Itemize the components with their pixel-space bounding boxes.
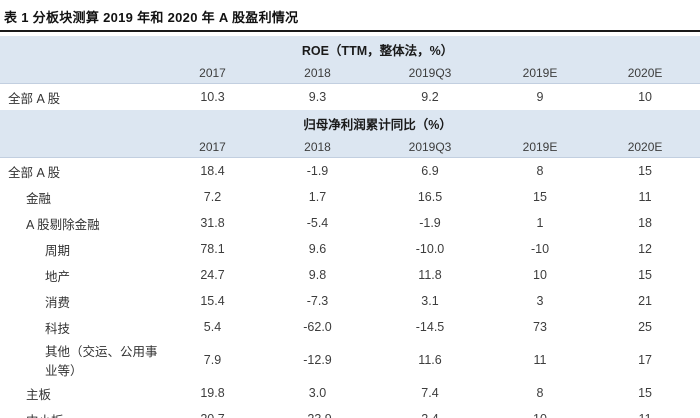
cell-value: 19.8 <box>200 386 225 400</box>
cell-value: 6.9 <box>421 164 439 178</box>
table-row: 全部 A 股 10.3 9.3 9.2 9 10 <box>0 84 700 111</box>
table-row: 全部 A 股 18.4 -1.9 6.9 8 15 <box>0 158 700 185</box>
cell-value: 9.3 <box>308 90 327 104</box>
cell-value: 10.3 <box>200 90 225 104</box>
row-label: 其他（交运、公用事业等） <box>45 345 158 378</box>
row-label: 全部 A 股 <box>8 165 61 180</box>
row-label: 周期 <box>45 243 71 258</box>
cell-value: 3.1 <box>421 294 439 308</box>
column-header: 2020E <box>590 63 700 84</box>
row-label: 主板 <box>26 387 52 402</box>
column-header: 2020E <box>590 137 700 158</box>
cell-value: 9.8 <box>308 268 327 282</box>
table-row: 中小板20.7-23.92.41011 <box>0 406 700 418</box>
cell-value: 7.4 <box>421 386 439 400</box>
cell-value: 11.8 <box>418 268 442 282</box>
cell-value: 31.8 <box>200 216 225 230</box>
column-header-row: 2017 2018 2019Q3 2019E 2020E <box>0 137 700 158</box>
section-header-label: ROE（TTM，整体法，%） <box>0 36 700 63</box>
cell-value: 73 <box>533 320 547 334</box>
table-row: 其他（交运、公用事业等） 7.9 -12.9 11.6 11 17 <box>0 340 700 380</box>
cell-value: 7.9 <box>203 353 222 367</box>
cell-value: 20.7 <box>160 406 265 418</box>
cell-value: 15 <box>533 190 547 204</box>
cell-value: 11 <box>590 406 700 418</box>
cell-value: 7.2 <box>203 190 222 204</box>
table-row: 地产 24.7 9.8 11.8 10 15 <box>0 262 700 288</box>
cell-value: 11 <box>638 190 652 204</box>
cell-value: 1 <box>536 216 544 230</box>
cell-value: 25 <box>638 320 652 334</box>
cell-value: 8 <box>536 386 544 400</box>
table-row: 周期 78.1 9.6 -10.0 -10 12 <box>0 236 700 262</box>
row-label: 科技 <box>45 321 71 336</box>
cell-value: 10 <box>490 406 590 418</box>
cell-value: 78.1 <box>200 242 225 256</box>
cell-value: 9 <box>536 90 544 104</box>
table-row: 金融 7.2 1.7 16.5 15 11 <box>0 184 700 210</box>
corner-cell <box>0 63 160 84</box>
cell-value: 9.6 <box>308 242 327 256</box>
cell-value: 24.7 <box>200 268 225 282</box>
cell-value: -12.9 <box>303 353 332 367</box>
cell-value: 11 <box>533 353 547 367</box>
section-header-label: 归母净利润累计同比（%） <box>0 110 700 137</box>
cell-value: 17 <box>638 353 652 367</box>
table-title: 表 1 分板块测算 2019 年和 2020 年 A 股盈利情况 <box>0 0 700 32</box>
row-label: 地产 <box>45 269 71 284</box>
cell-value: 3 <box>536 294 544 308</box>
cell-value: -1.9 <box>419 216 441 230</box>
cell-value: 18.4 <box>200 164 225 178</box>
cell-value: 11.6 <box>418 353 442 367</box>
section-header-row: 归母净利润累计同比（%） <box>0 110 700 137</box>
cell-value: -23.9 <box>265 406 370 418</box>
cell-value: 15 <box>638 386 652 400</box>
cell-value: -10.0 <box>415 242 445 256</box>
table-row: 主板 19.8 3.0 7.4 8 15 <box>0 380 700 406</box>
table-row: 消费 15.4 -7.3 3.1 3 21 <box>0 288 700 314</box>
column-header: 2018 <box>265 137 370 158</box>
cell-value: -5.4 <box>306 216 329 230</box>
cell-value: 8 <box>536 164 544 178</box>
cell-value: -7.3 <box>306 294 329 308</box>
column-header: 2018 <box>265 63 370 84</box>
cell-value: 10 <box>638 90 652 104</box>
cell-value: -14.5 <box>415 320 445 334</box>
row-label: 消费 <box>45 295 71 310</box>
column-header: 2019E <box>490 137 590 158</box>
section-header-row: ROE（TTM，整体法，%） <box>0 36 700 63</box>
cell-value: -1.9 <box>306 164 329 178</box>
row-label: 金融 <box>26 191 52 206</box>
cell-value: -62.0 <box>303 320 332 334</box>
data-table: ROE（TTM，整体法，%） 2017 2018 2019Q3 2019E 2020E 全部… <box>0 36 700 418</box>
row-label: 中小板 <box>0 406 160 418</box>
row-label: 全部 A 股 <box>8 91 61 106</box>
cell-value: 16.5 <box>417 190 443 204</box>
cell-value: 3.0 <box>308 386 327 400</box>
cell-value: 21 <box>638 294 652 308</box>
table-row: A 股剔除金融 31.8 -5.4 -1.9 1 18 <box>0 210 700 236</box>
column-header: 2017 <box>160 63 265 84</box>
cell-value: -10 <box>530 242 550 256</box>
column-header: 2019Q3 <box>370 63 490 84</box>
cell-value: 5.4 <box>203 320 222 334</box>
column-header-row: 2017 2018 2019Q3 2019E 2020E <box>0 63 700 84</box>
cell-value: 15.4 <box>200 294 225 308</box>
cell-value: 15 <box>638 268 652 282</box>
cell-value: 12 <box>638 242 652 256</box>
table-row: 科技 5.4 -62.0 -14.5 73 25 <box>0 314 700 340</box>
cell-value: 18 <box>638 216 652 230</box>
column-header: 2019Q3 <box>370 137 490 158</box>
column-header: 2017 <box>160 137 265 158</box>
cell-value: 1.7 <box>308 190 327 204</box>
cell-value: 2.4 <box>370 406 490 418</box>
cell-value: 10 <box>533 268 547 282</box>
column-header: 2019E <box>490 63 590 84</box>
corner-cell <box>0 137 160 158</box>
cell-value: 15 <box>638 164 652 178</box>
row-label: A 股剔除金融 <box>26 217 100 232</box>
cell-value: 9.2 <box>421 90 439 104</box>
